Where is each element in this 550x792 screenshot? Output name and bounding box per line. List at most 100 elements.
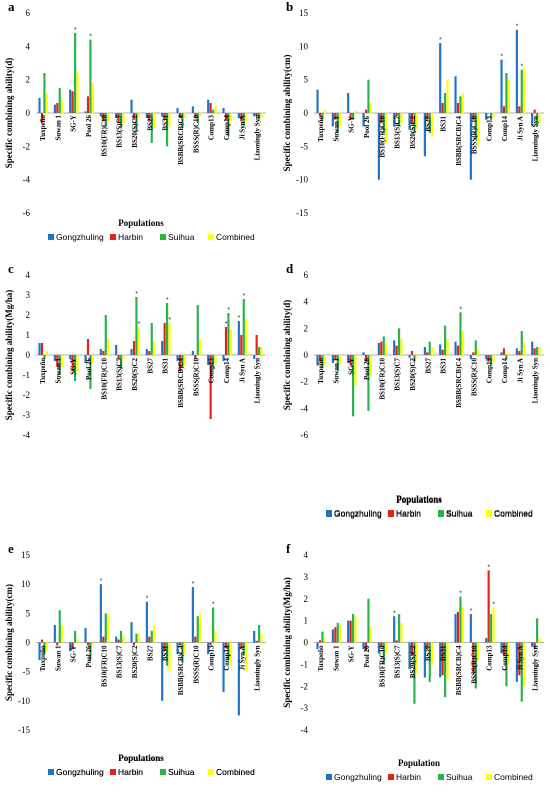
bar-gongzhuling-9 (454, 76, 457, 113)
bar-gongzhuling-14 (253, 355, 256, 359)
legend-label-harbin: Harbin (118, 232, 143, 242)
legend-label-combined: Combined (216, 232, 255, 242)
bar-gongzhuling-8 (439, 43, 442, 113)
category-label: SG-Y (348, 116, 356, 133)
y-tick-label: 0 (26, 108, 31, 118)
bar-combined-10 (199, 113, 202, 117)
bar-combined-3 (369, 103, 372, 113)
significance-star: * (166, 297, 169, 304)
bar-harbin-6 (132, 341, 136, 355)
bar-combined-8 (168, 113, 171, 127)
bar-harbin-1 (56, 103, 59, 113)
bar-combined-2 (354, 616, 357, 643)
bar-gongzhuling-8 (161, 113, 164, 117)
category-label: BS10(FR)C10 (100, 358, 108, 400)
legend-label-harbin: Harbin (396, 508, 421, 518)
legend-swatch-combined (486, 510, 492, 516)
bar-gongzhuling-13 (237, 642, 240, 716)
category-label: BSSS(R)C10 (470, 358, 478, 397)
chart-panel-d: d -6 -4 -2 0 2 4 6 Specific combining ability(d)… (282, 261, 544, 518)
bar-harbin-0 (318, 640, 322, 643)
bar-gongzhuling-2 (347, 620, 350, 643)
legend-swatch-combined (208, 234, 214, 240)
y-tick-label: -4 (23, 430, 31, 440)
bar-gongzhuling-5 (115, 636, 118, 643)
category-label: BS31 (440, 358, 448, 374)
y-axis-title: Specific combining ability(d) (4, 58, 14, 169)
y-tick-label: 3 (304, 572, 309, 582)
bar-combined-13 (245, 113, 248, 122)
bar-gongzhuling-14 (531, 642, 534, 647)
legend-label-combined: Combined (494, 772, 533, 782)
bar-combined-12 (229, 113, 232, 122)
bar-suihua-14 (536, 618, 539, 643)
y-tick-label: 5 (26, 608, 31, 618)
legend: Gongzhuling Harbin Suihua Combined (48, 767, 255, 777)
bar-gongzhuling-2 (69, 355, 72, 359)
bar-suihua-10 (474, 340, 477, 355)
legend-label-gongzhuling: Gongzhuling (56, 767, 104, 777)
category-label: Comp13 (208, 358, 216, 384)
bar-harbin-11 (209, 103, 212, 113)
x-axis-title: Populations (118, 218, 164, 228)
legend-swatch-gongzhuling (326, 774, 332, 780)
category-label: BS31 (162, 358, 170, 374)
bar-suihua-4 (104, 613, 107, 643)
bar-suihua-1 (336, 113, 339, 133)
bar-gongzhuling-8 (439, 642, 442, 678)
y-tick-label: -2 (23, 141, 31, 151)
bar-combined-14 (260, 347, 263, 355)
bar-harbin-3 (86, 96, 90, 113)
bar-gongzhuling-0 (38, 98, 41, 113)
significance-star: * (89, 34, 92, 41)
legend-label-combined: Combined (494, 508, 533, 518)
category-label: Comp14 (501, 645, 509, 671)
bar-harbin-3 (364, 642, 368, 652)
bar-gongzhuling-3 (362, 642, 365, 650)
y-tick-label: -2 (301, 377, 309, 387)
significance-star: * (470, 608, 473, 615)
category-label: BS20(S)C2 (409, 645, 417, 678)
y-tick-label: 0 (304, 108, 309, 118)
y-tick-label: -4 (301, 403, 309, 413)
category-label: BS31 (162, 115, 170, 131)
bar-suihua-7 (150, 630, 153, 643)
bar-combined-14 (538, 638, 541, 643)
bar-suihua-9 (459, 312, 462, 355)
bar-harbin-10 (194, 355, 197, 359)
category-label: Suwan 1 (332, 358, 340, 384)
bar-suihua-13 (242, 113, 245, 127)
bar-combined-9 (183, 113, 186, 118)
bar-harbin-5 (117, 639, 120, 643)
legend-swatch-harbin (388, 774, 394, 780)
x-axis-title: Populations (118, 753, 164, 763)
y-tick-label: -3 (301, 703, 309, 713)
y-tick-label: -6 (23, 208, 31, 218)
legend-swatch-combined (486, 774, 492, 780)
bar-gongzhuling-7 (423, 642, 426, 678)
bar-harbin-9 (178, 113, 182, 118)
bar-combined-14 (260, 113, 263, 118)
bar-gongzhuling-10 (469, 355, 472, 359)
bar-gongzhuling-14 (531, 341, 534, 355)
bar-combined-7 (431, 113, 434, 137)
category-label: Liaoningly Syn (254, 358, 262, 403)
bar-harbin-0 (40, 113, 44, 123)
bar-combined-12 (229, 642, 232, 666)
bar-harbin-5 (117, 113, 120, 123)
significance-star: * (459, 306, 462, 313)
bar-gongzhuling-3 (84, 111, 87, 113)
bar-harbin-8 (163, 642, 166, 652)
bar-combined-7 (431, 642, 434, 665)
bar-gongzhuling-1 (53, 625, 56, 643)
category-label: SG-Y (70, 646, 78, 663)
bar-combined-0 (323, 355, 326, 366)
legend-swatch-gongzhuling (48, 234, 54, 240)
y-tick-label: 0 (304, 638, 309, 648)
bar-suihua-14 (258, 347, 261, 355)
bar-gongzhuling-14 (253, 630, 256, 643)
bar-suihua-14 (536, 347, 539, 355)
category-label: BS10(FR)C10 (378, 358, 386, 400)
bar-combined-13 (245, 642, 248, 672)
category-label: Comp13 (486, 645, 494, 671)
